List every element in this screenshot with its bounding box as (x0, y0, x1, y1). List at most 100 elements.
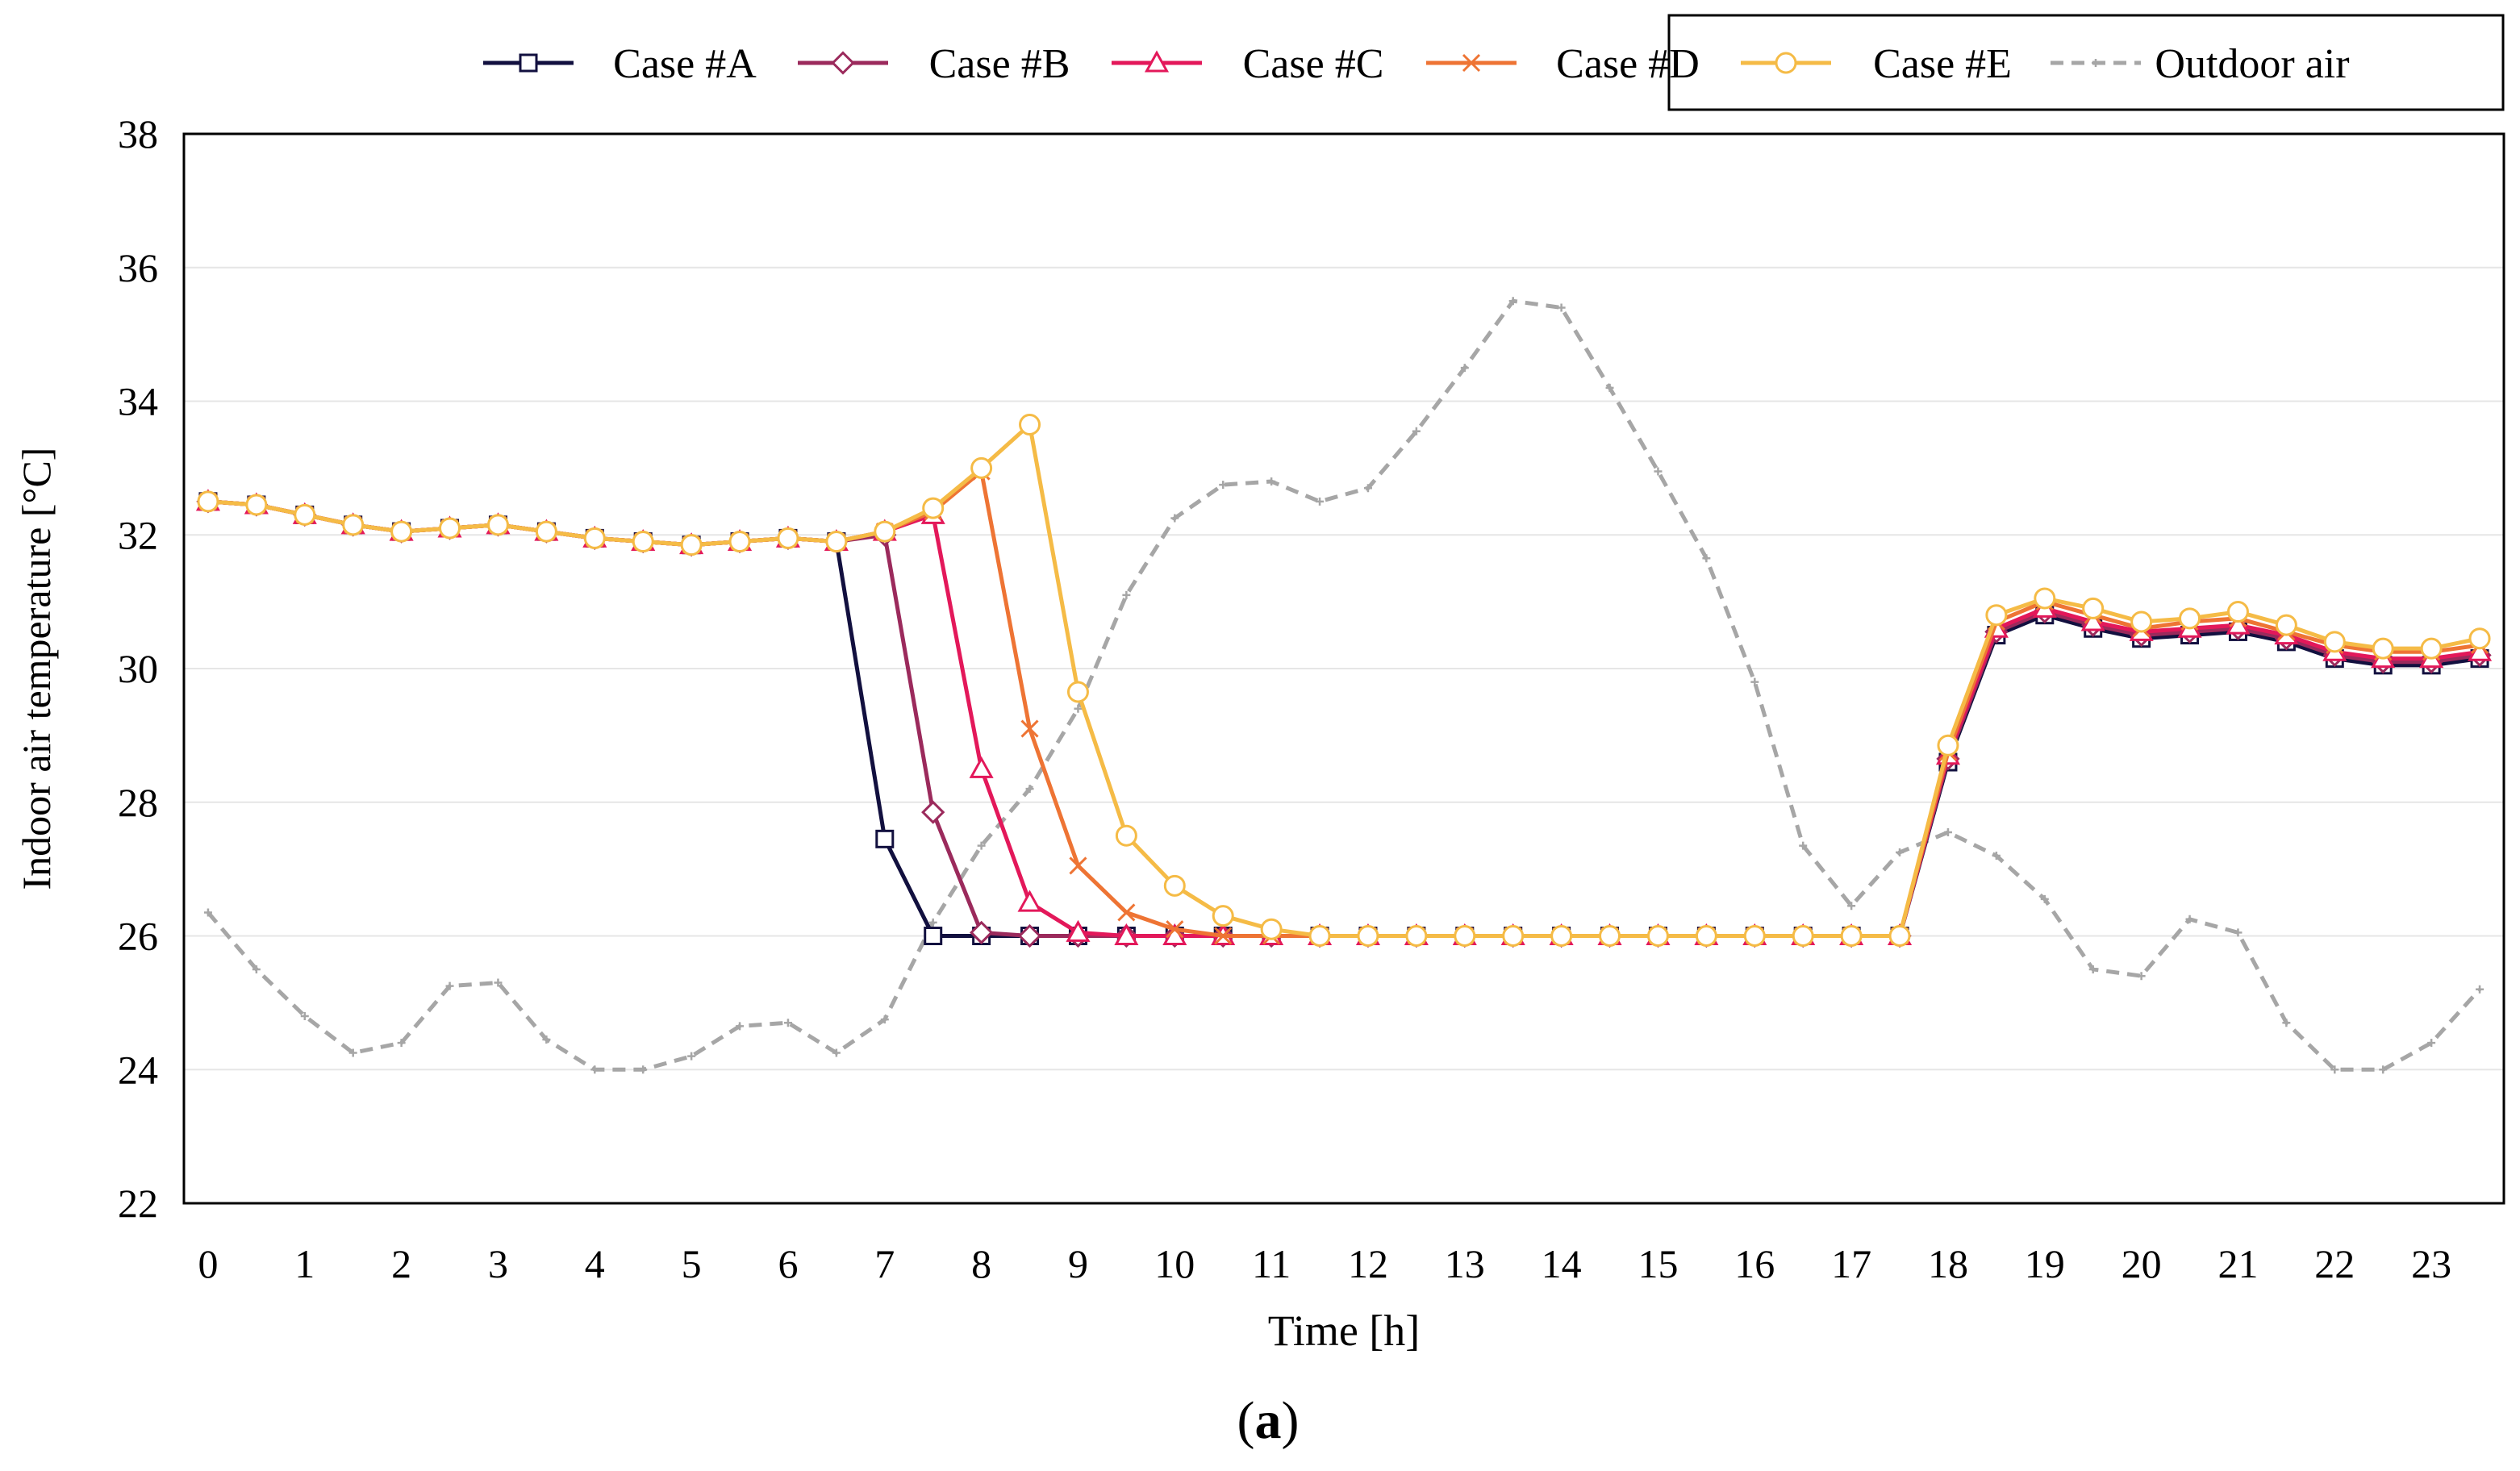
legend-label: Case #C (1243, 41, 1384, 87)
data-point (1605, 383, 1614, 392)
data-point (1462, 53, 1481, 73)
data-point (1066, 681, 1089, 703)
data-point (2092, 59, 2100, 67)
data-point (977, 841, 986, 850)
data-point (921, 800, 945, 824)
data-point (680, 534, 703, 556)
data-point (1074, 704, 1083, 713)
data-point (2130, 610, 2153, 633)
data-point (1025, 785, 1034, 794)
data-point (924, 927, 943, 945)
legend-item: Case #D (1426, 41, 1700, 87)
data-point (542, 1035, 551, 1044)
series-line (207, 499, 2480, 938)
series-line (207, 298, 2481, 1072)
grid-lines (184, 266, 2504, 1071)
legend-item: Case #A (483, 41, 757, 87)
data-point (397, 1039, 406, 1048)
x-tick-label: 19 (2025, 1241, 2065, 1286)
plot-area (182, 132, 2505, 1205)
figure-label-letter: a (1255, 1391, 1282, 1450)
data-point (2282, 1019, 2291, 1027)
data-point (1267, 477, 1276, 485)
figure-label: (a) (1237, 1391, 1300, 1450)
data-point (1992, 852, 2001, 861)
series-line (207, 499, 2480, 938)
x-tick-label: 20 (2122, 1241, 2162, 1286)
data-point (2185, 915, 2194, 923)
data-point (197, 490, 219, 513)
data-point (969, 756, 994, 778)
data-point (1316, 497, 1325, 506)
data-point (1308, 925, 1331, 947)
y-tick-label: 24 (118, 1047, 158, 1092)
data-point (825, 531, 848, 553)
data-point (2088, 965, 2097, 973)
data-point (2034, 587, 2056, 610)
x-tick-label: 22 (2314, 1241, 2355, 1286)
data-point (1896, 848, 1905, 856)
y-tick-label: 32 (118, 512, 158, 557)
data-point (1170, 514, 1179, 523)
data-point (922, 497, 945, 519)
data-point (1260, 918, 1283, 940)
data-point (1502, 925, 1525, 947)
data-point (1069, 856, 1087, 875)
series-case-c (195, 489, 2493, 945)
data-point (777, 527, 799, 549)
data-point (736, 1022, 745, 1031)
figure-label-close: ) (1282, 1391, 1300, 1450)
x-tick-label: 3 (488, 1241, 508, 1286)
data-point (2040, 894, 2049, 903)
series-layer (195, 297, 2493, 1074)
series-outdoor-air (203, 297, 2485, 1074)
figure-label-open: ( (1237, 1391, 1255, 1450)
data-point (583, 527, 606, 549)
data-point (348, 1048, 357, 1057)
data-point (2420, 637, 2443, 660)
data-point (1114, 923, 1139, 945)
data-point (252, 965, 261, 973)
legend: Case #A Case #B Case #C Case #D Case #E Outdo… (483, 14, 2505, 111)
x-tick-label: 15 (1638, 1241, 1678, 1286)
data-point (1122, 590, 1131, 599)
data-point (632, 531, 654, 553)
data-point (1695, 925, 1717, 947)
legend-item: Case #E (1741, 41, 2012, 87)
y-axis-ticks: 22 24 26 28 30 32 34 36 38 (118, 111, 158, 1226)
data-point (1646, 925, 1669, 947)
data-point (1750, 677, 1759, 686)
legend-label: Outdoor air (2155, 41, 2349, 87)
data-point (1144, 50, 1170, 73)
data-point (2323, 631, 2346, 653)
data-point (831, 51, 855, 75)
data-point (1840, 925, 1863, 947)
data-point (1550, 925, 1573, 947)
data-point (342, 514, 365, 536)
data-point (1847, 902, 1856, 911)
x-tick-label: 5 (682, 1241, 702, 1286)
x-tick-label: 12 (1348, 1241, 1388, 1286)
data-point (535, 520, 557, 543)
data-point (1017, 923, 1042, 948)
data-point (2234, 928, 2243, 937)
x-tick-label: 4 (585, 1241, 605, 1286)
legend-item: Outdoor air (2051, 41, 2350, 87)
y-tick-label: 34 (118, 379, 158, 424)
y-axis-title: Indoor air temperature [°C] (14, 448, 59, 890)
data-point (874, 520, 896, 543)
x-tick-label: 13 (1445, 1241, 1485, 1286)
data-point (1166, 920, 1184, 939)
data-point (390, 520, 413, 543)
data-point (880, 1015, 889, 1024)
data-point (1654, 467, 1663, 476)
data-point (783, 1019, 792, 1027)
series-case-e (197, 414, 2491, 947)
x-tick-label: 14 (1542, 1241, 1582, 1286)
legend-label: Case #D (1556, 41, 1700, 87)
data-point (832, 1048, 841, 1057)
y-tick-label: 30 (118, 646, 158, 691)
data-point (1115, 824, 1137, 847)
x-tick-label: 23 (2411, 1241, 2451, 1286)
